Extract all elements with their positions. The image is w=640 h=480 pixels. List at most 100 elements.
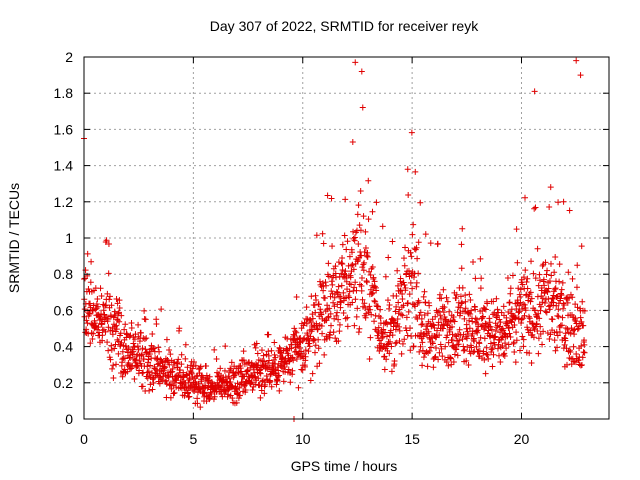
data-point <box>370 274 377 281</box>
data-point <box>487 323 494 330</box>
data-point <box>541 282 548 289</box>
data-point <box>578 362 585 369</box>
data-point <box>312 342 319 349</box>
data-point <box>420 293 427 300</box>
data-point <box>531 307 538 314</box>
data-point <box>267 378 274 385</box>
data-point <box>449 323 456 330</box>
data-point <box>451 318 458 325</box>
data-point <box>562 337 569 344</box>
data-point <box>461 315 468 322</box>
data-point <box>90 302 97 309</box>
data-point <box>566 207 573 214</box>
data-point <box>197 363 204 370</box>
data-point <box>490 351 497 358</box>
data-point <box>450 358 457 365</box>
data-point <box>454 352 461 359</box>
data-point <box>386 305 393 312</box>
data-point <box>380 326 387 333</box>
data-point <box>486 315 493 322</box>
data-point <box>222 343 229 350</box>
data-point <box>581 341 588 348</box>
data-point <box>285 366 292 373</box>
data-point <box>329 281 336 288</box>
data-point <box>377 314 384 321</box>
data-point <box>481 305 488 312</box>
data-point <box>144 363 151 370</box>
data-point <box>501 350 508 357</box>
data-point <box>306 343 313 350</box>
data-point <box>507 285 514 292</box>
data-point <box>497 319 504 326</box>
data-point <box>98 321 105 328</box>
data-point <box>519 305 526 312</box>
data-point <box>392 326 399 333</box>
data-point <box>362 314 369 321</box>
data-point <box>104 339 111 346</box>
data-point <box>366 303 373 310</box>
data-point <box>362 245 369 252</box>
data-point <box>450 313 457 320</box>
data-point <box>92 323 99 330</box>
data-point <box>135 346 142 353</box>
data-point <box>358 252 365 259</box>
data-point <box>312 309 319 316</box>
y-tick-label: 2 <box>65 49 73 65</box>
data-point <box>446 328 453 335</box>
data-point <box>357 188 364 195</box>
data-point <box>103 315 110 322</box>
data-point <box>481 356 488 363</box>
data-point <box>520 343 527 350</box>
data-point <box>307 377 314 384</box>
data-point <box>449 331 456 338</box>
data-point <box>167 394 174 401</box>
data-point <box>489 363 496 370</box>
data-point <box>339 241 346 248</box>
data-point <box>379 330 386 337</box>
data-point <box>315 301 322 308</box>
data-point <box>492 333 499 340</box>
data-point <box>251 373 258 380</box>
data-point <box>108 302 115 309</box>
data-point <box>268 383 275 390</box>
data-point <box>167 351 174 358</box>
data-point <box>131 344 138 351</box>
data-point <box>248 379 255 386</box>
data-point <box>361 249 368 256</box>
data-point <box>526 350 533 357</box>
data-point <box>560 300 567 307</box>
data-point <box>289 367 296 374</box>
data-point <box>320 240 327 247</box>
data-point <box>454 309 461 316</box>
data-point <box>217 384 224 391</box>
data-point <box>288 341 295 348</box>
data-point <box>577 362 584 369</box>
data-point <box>525 313 532 320</box>
data-point <box>554 344 561 351</box>
data-point <box>429 316 436 323</box>
data-point <box>259 357 266 364</box>
data-point <box>489 311 496 318</box>
data-point <box>309 311 316 318</box>
data-point <box>531 205 538 212</box>
data-point <box>580 322 587 329</box>
data-point <box>415 299 422 306</box>
data-point <box>365 177 372 184</box>
data-point <box>452 295 459 302</box>
y-axis-label: SRMTID / TECUs <box>6 183 22 293</box>
data-point <box>522 307 529 314</box>
data-point <box>484 300 491 307</box>
data-point <box>578 318 585 325</box>
data-point <box>170 390 177 397</box>
data-point <box>386 350 393 357</box>
data-point <box>163 380 170 387</box>
data-point <box>577 72 584 79</box>
data-point <box>183 371 190 378</box>
data-point <box>442 316 449 323</box>
data-point <box>87 340 94 347</box>
data-point <box>340 309 347 316</box>
data-point <box>548 272 555 279</box>
data-point <box>354 305 361 312</box>
data-point <box>564 326 571 333</box>
data-point <box>211 393 218 400</box>
